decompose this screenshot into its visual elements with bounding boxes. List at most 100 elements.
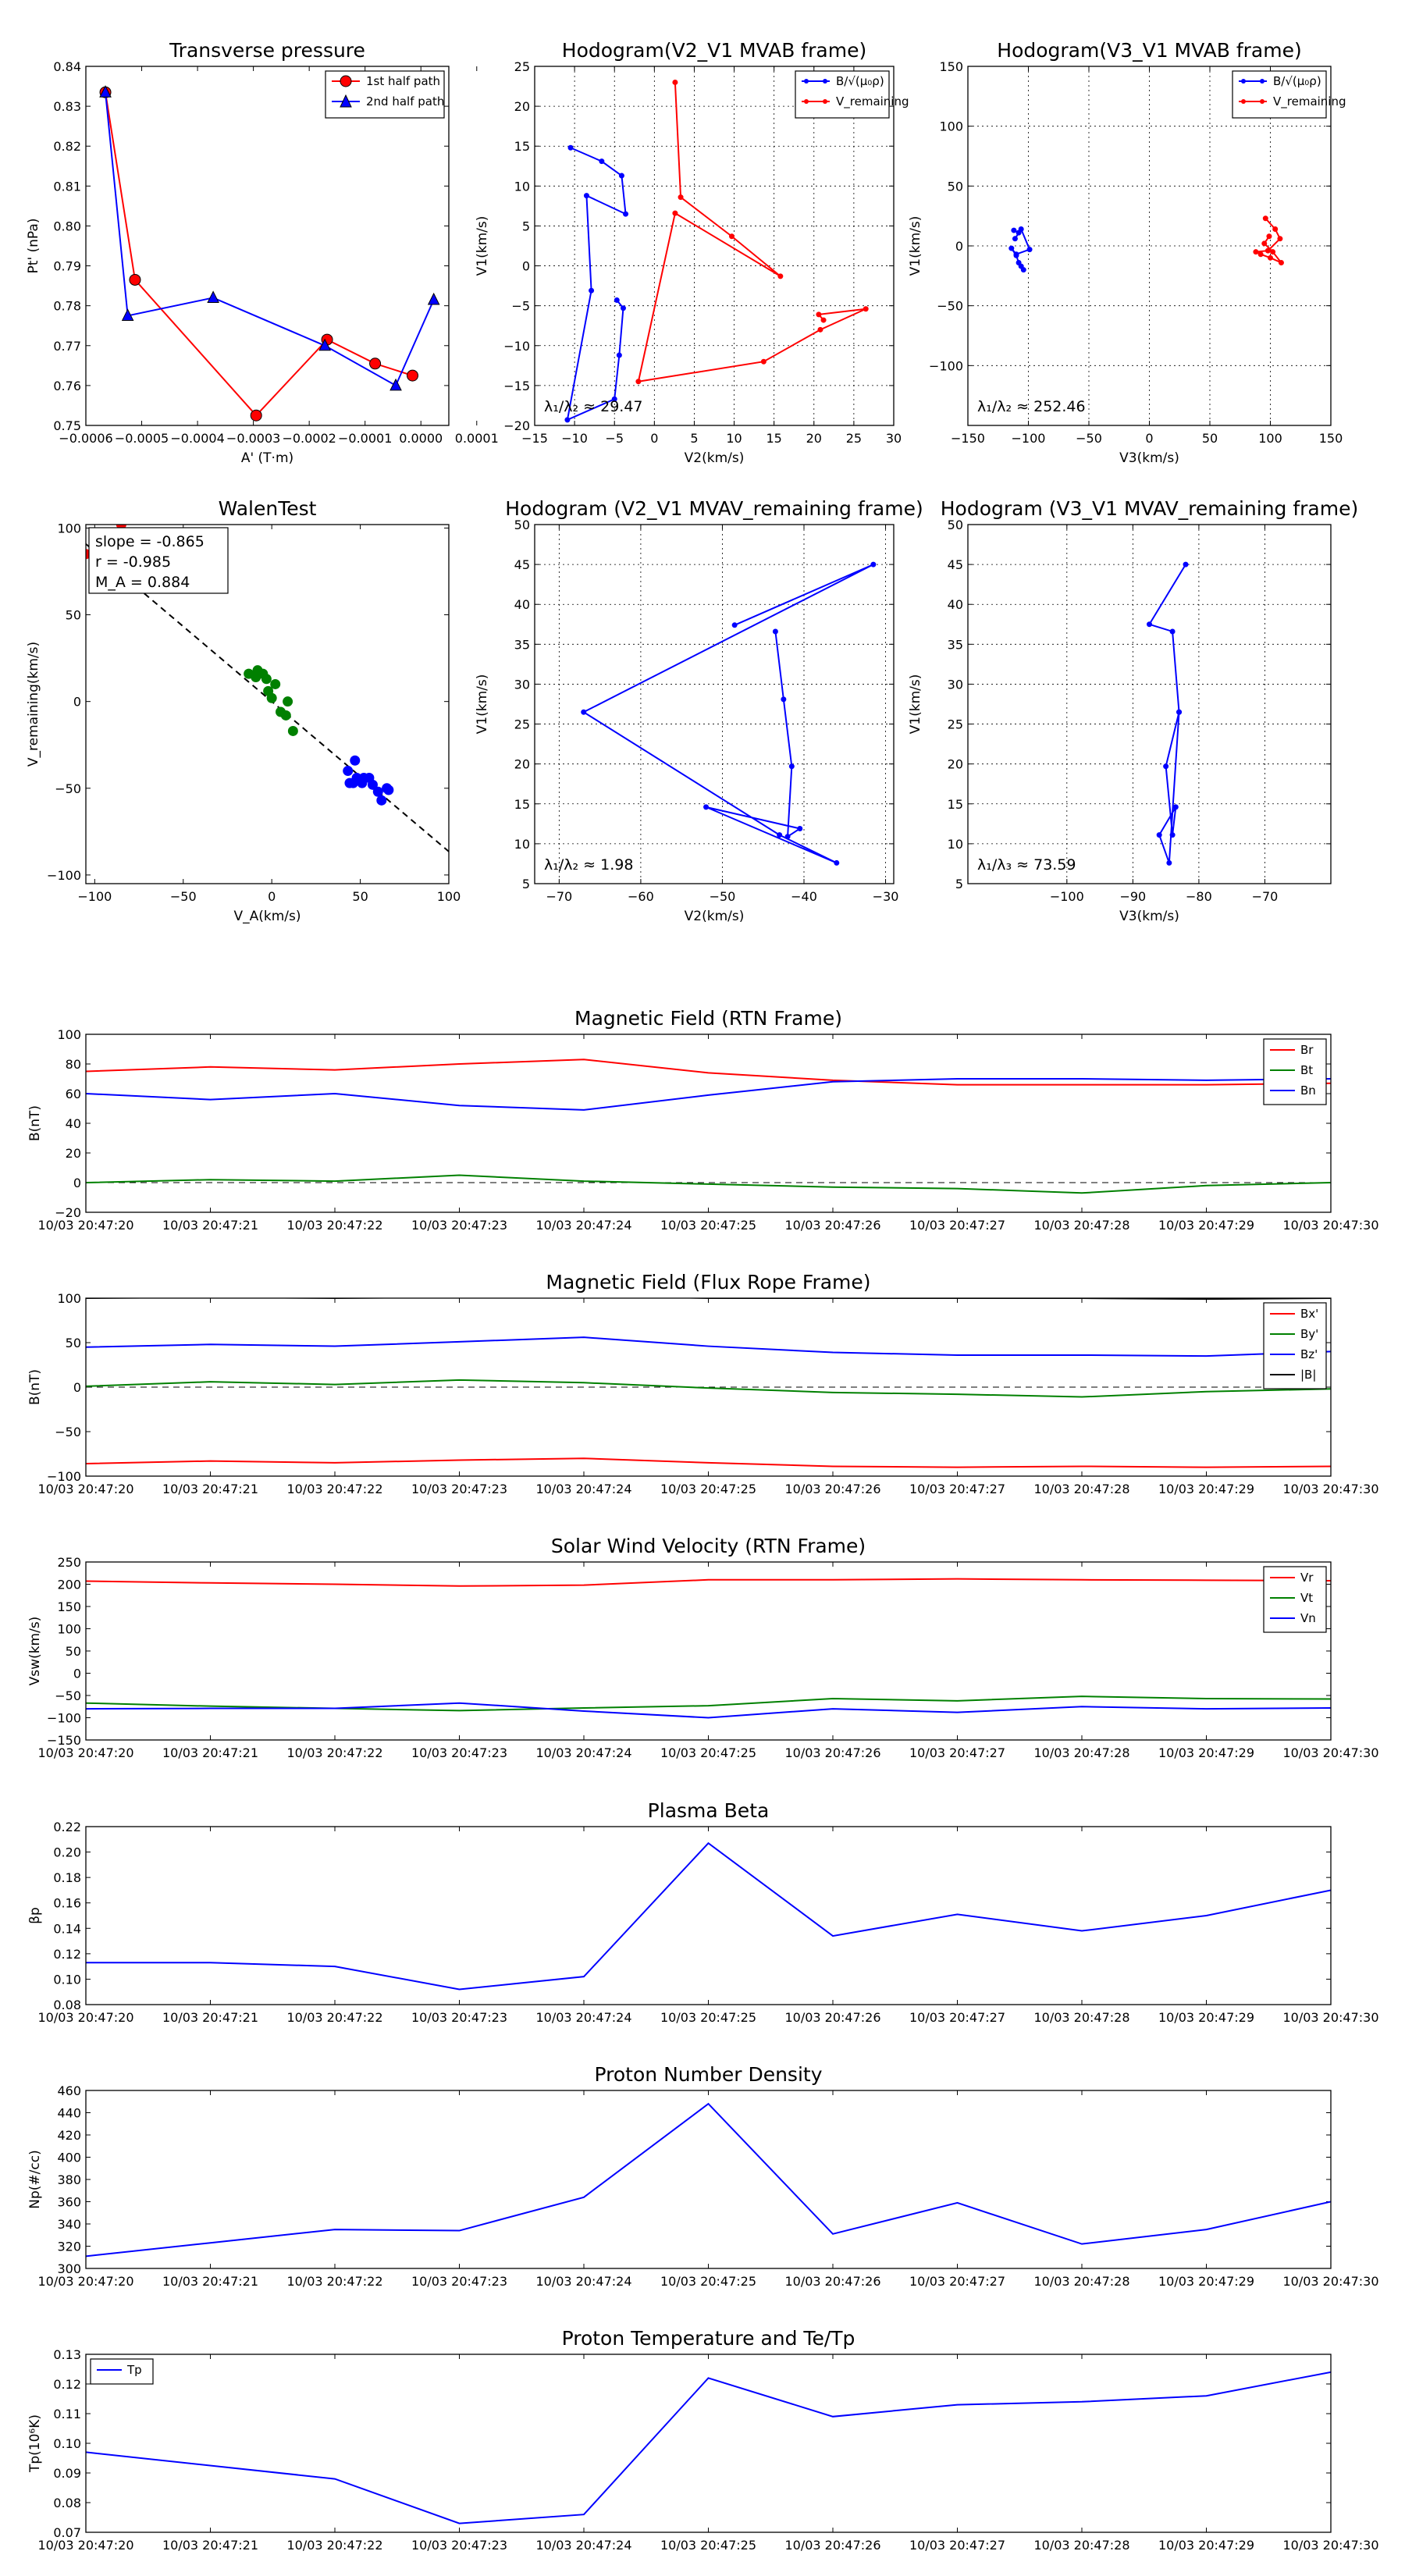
plot-area [86, 1298, 1331, 1468]
y-tick-label: 0.84 [53, 59, 81, 74]
y-tick-label: 50 [66, 608, 81, 623]
data-point [728, 233, 735, 240]
time-tick-label: 10/03 20:47:29 [1158, 1482, 1254, 1496]
time-tick-label: 10/03 20:47:28 [1033, 2010, 1129, 2025]
chart-title: Hodogram (V3_V1 MVAV_remaining frame) [941, 497, 1359, 520]
y-tick-label: 50 [948, 179, 963, 194]
y-tick-label: 0.11 [53, 2407, 81, 2421]
y-tick-label: 50 [66, 1336, 81, 1350]
time-tick-label: 10/03 20:47:24 [535, 1745, 631, 1760]
time-tick-label: 10/03 20:47:25 [660, 1745, 756, 1760]
time-tick-label: 10/03 20:47:23 [411, 1745, 507, 1760]
y-tick-label: 35 [948, 637, 963, 652]
time-tick-label: 10/03 20:47:30 [1282, 2010, 1378, 2025]
data-point [1026, 247, 1033, 253]
time-tick-label: 10/03 20:47:20 [37, 2538, 133, 2553]
y-tick-label: 150 [939, 59, 963, 74]
time-tick-label: 10/03 20:47:24 [535, 2538, 631, 2553]
series-line-Vr [86, 1578, 1331, 1587]
y-tick-label: 0.18 [53, 1870, 81, 1885]
data-point [623, 211, 629, 217]
chart-title: Transverse pressure [169, 39, 365, 62]
time-tick-label: 10/03 20:47:20 [37, 2010, 133, 2025]
y-axis-label: B(nT) [27, 1105, 43, 1141]
legend-label: Bt [1300, 1063, 1313, 1077]
ratio-annotation: λ₁/λ₂ ≈ 252.46 [977, 398, 1086, 415]
time-tick-label: 10/03 20:47:23 [411, 1482, 507, 1496]
x-tick-label: 0 [650, 431, 658, 446]
legend-box [1263, 1038, 1327, 1105]
x-axis-label: A' (T·m) [241, 450, 293, 466]
legend-label: Vn [1300, 1611, 1316, 1625]
data-point [287, 725, 298, 736]
hodogram_v3v1_mvab-panel: Hodogram(V3_V1 MVAB frame) −150 −100 −50 0 50… [908, 39, 1346, 466]
y-tick-label: −50 [937, 299, 963, 314]
y-tick-label: 0.80 [53, 219, 81, 233]
y-axis-label: Np(#/cc) [27, 2150, 43, 2208]
time-tick-label: 10/03 20:47:29 [1158, 1745, 1254, 1760]
y-tick-label: 0.78 [53, 299, 81, 314]
time-tick-label: 10/03 20:47:21 [162, 1482, 258, 1496]
data-point [777, 273, 784, 279]
chart-title: Plasma Beta [648, 1799, 770, 1822]
time-tick-label: 10/03 20:47:23 [411, 2274, 507, 2289]
x-tick-label: −100 [1050, 889, 1084, 904]
data-point [581, 709, 587, 715]
y-tick-label: 40 [948, 597, 963, 612]
x-tick-label: −50 [170, 889, 197, 904]
x-axis-label: V3(km/s) [1119, 909, 1179, 924]
y-tick-label: 50 [514, 518, 530, 532]
series-line-0 [582, 564, 874, 864]
y-tick-label: −100 [47, 1469, 81, 1484]
plot-area [86, 2371, 1331, 2524]
proton_temperature-panel: Proton Temperature and Te/Tp 10/03 20:47:… [27, 2327, 1379, 2553]
y-tick-label: 20 [66, 1146, 81, 1161]
data-point [343, 766, 354, 777]
y-tick-label: 45 [948, 557, 963, 572]
x-tick-label: −0.0002 [282, 431, 336, 446]
data-point [1270, 249, 1276, 255]
time-tick-label: 10/03 20:47:30 [1282, 2274, 1378, 2289]
plot-border [85, 1561, 1332, 1741]
data-point [1264, 247, 1271, 254]
plot-area [86, 1059, 1331, 1194]
time-tick-label: 10/03 20:47:24 [535, 2274, 631, 2289]
x-tick-label: −70 [546, 889, 572, 904]
time-tick-label: 10/03 20:47:22 [286, 2538, 382, 2553]
data-point [672, 79, 678, 85]
data-point [614, 297, 620, 304]
series-line-Vn [86, 1702, 1331, 1719]
legend-marker [1260, 99, 1264, 104]
x-tick-label: 5 [690, 431, 698, 446]
legend-marker [1241, 99, 1246, 104]
time-tick-label: 10/03 20:47:29 [1158, 2274, 1254, 2289]
y-tick-label: 80 [66, 1057, 81, 1072]
series-line-0 [1147, 564, 1186, 863]
data-point [1272, 226, 1279, 233]
y-tick-label: 0.20 [53, 1845, 81, 1860]
data-point [672, 210, 678, 216]
x-tick-label: −30 [873, 889, 899, 904]
y-axis-label: V1(km/s) [908, 216, 923, 276]
time-tick-label: 10/03 20:47:27 [909, 2538, 1005, 2553]
x-tick-label: 20 [806, 431, 822, 446]
plot-border [85, 1297, 1332, 1477]
y-tick-label: 0 [73, 1380, 81, 1395]
walen_test-panel: WalenTest −100 −50 0 50 100 −100 −50 0 50 100 V_A(k… [26, 497, 461, 924]
legend-label: Tp [126, 2363, 142, 2377]
time-tick-label: 10/03 20:47:29 [1158, 2010, 1254, 2025]
time-tick-label: 10/03 20:47:26 [784, 2010, 880, 2025]
mag_flux_rope-panel: Magnetic Field (Flux Rope Frame) 10/03 20… [27, 1271, 1379, 1496]
data-point [73, 544, 82, 553]
time-tick-label: 10/03 20:47:26 [784, 1745, 880, 1760]
y-axis-label: βp [27, 1907, 43, 1924]
y-tick-label: 50 [948, 518, 963, 532]
series-line-1 [105, 92, 435, 387]
y-tick-label: 15 [514, 797, 530, 812]
data-point [583, 193, 589, 199]
data-point [703, 804, 710, 810]
y-tick-label: 5 [522, 877, 530, 891]
y-tick-label: 0.82 [53, 139, 81, 154]
y-tick-label: 25 [948, 717, 963, 732]
legend-box [795, 70, 890, 119]
